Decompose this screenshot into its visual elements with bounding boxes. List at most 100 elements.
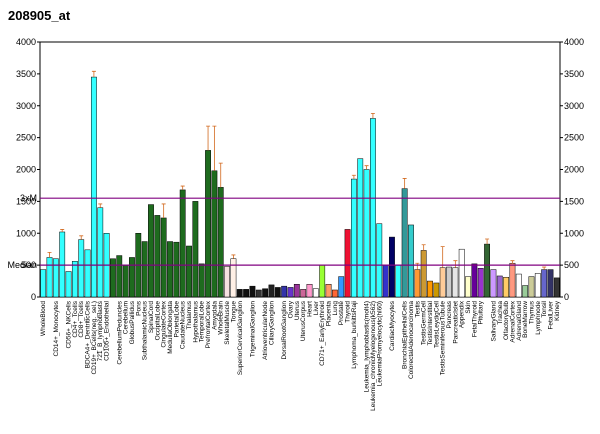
x-tick-label: CD105+_Endothelial: [104, 300, 111, 360]
error-bar: [161, 203, 166, 218]
error-bar: [351, 174, 356, 180]
x-tick-label: Appendix: [459, 300, 466, 328]
bar: [255, 289, 262, 298]
bar: [141, 241, 148, 298]
x-tick-label: AtrioventricularNode: [262, 301, 269, 360]
x-tick-label: WholeBrain: [218, 301, 225, 335]
bar: [389, 236, 395, 298]
bar: [97, 207, 104, 298]
x-tick-label: TestisLeydigCell: [433, 300, 440, 348]
error-bar: [485, 238, 490, 245]
bar: [154, 215, 161, 298]
x-tick-label: PrefrontalCortex: [205, 300, 212, 348]
bar: [325, 284, 332, 298]
error-bar: [402, 178, 407, 189]
bar: [357, 158, 364, 298]
error-bar: [510, 260, 515, 264]
bar: [217, 187, 224, 298]
bar: [90, 76, 97, 298]
x-tick-label: SpinalCord: [148, 301, 155, 334]
bar: [84, 249, 91, 298]
bar: [110, 258, 116, 298]
bar: [148, 204, 154, 298]
x-tick-label: AdrenalGland: [516, 301, 523, 341]
x-tick-label: BDCA4+_DentriticCells: [85, 300, 92, 368]
chart-title: 208905_at: [8, 8, 71, 23]
y2-tick-label: 1000: [564, 228, 584, 238]
x-tick-label: GlobusPallidus: [129, 300, 136, 344]
x-tick-label: SalivaryGland: [490, 301, 497, 342]
x-tick-label: Pituitary: [478, 300, 485, 324]
bar: [249, 285, 256, 298]
x-tick-label: ColorectalAdenocarcinoma: [408, 301, 415, 379]
x-tick-label: CardiacMyocytes: [389, 300, 396, 351]
y-tick-label: 1500: [16, 196, 36, 206]
x-tick-label: TestisGermCell: [421, 300, 428, 345]
x-tick-label: Thyroid: [345, 301, 352, 323]
bar: [179, 189, 186, 298]
bar: [338, 276, 345, 298]
x-tick-label: Testis: [414, 300, 421, 317]
x-tick-label: Cerebellum: [123, 301, 130, 334]
y-tick-label: 1000: [16, 228, 36, 238]
bar: [224, 266, 230, 298]
y2-tick-label: 3000: [564, 101, 584, 111]
bar: [40, 269, 47, 298]
x-tick-label: Placenta: [326, 301, 333, 327]
error-bar: [180, 185, 185, 190]
y2-tick-label: 3500: [564, 69, 584, 79]
x-tick-label: AdrenalCortex: [509, 300, 516, 342]
y2-tick-label: 1500: [564, 196, 584, 206]
bar: [312, 288, 319, 298]
bar: [515, 273, 522, 298]
x-tick-label: Lymphnode: [535, 301, 542, 335]
x-tick-label: SubthalamicNucleus: [142, 300, 149, 360]
bar: [236, 289, 243, 298]
bar: [167, 241, 173, 298]
bar: [503, 276, 510, 298]
y-tick-label: 500: [21, 260, 36, 270]
bar: [370, 118, 376, 298]
bar: [439, 267, 446, 298]
error-bar: [60, 229, 65, 232]
bar: [198, 263, 205, 298]
bar: [541, 269, 548, 298]
error-bar: [421, 244, 426, 251]
x-tick-label: BoneMarrow: [522, 301, 529, 338]
x-tick-label: CiliaryGanglion: [268, 301, 275, 345]
bar: [211, 170, 218, 298]
bar: [78, 239, 85, 298]
bar: [274, 287, 281, 298]
bar: [458, 248, 465, 298]
x-tick-label: DorsalRootGanglion: [281, 301, 288, 360]
bar: [230, 258, 237, 298]
x-tick-label: CD71+_EarlyErythroid: [319, 301, 326, 366]
bar: [522, 285, 529, 298]
x-tick-label: Thalamus: [186, 300, 193, 329]
error-bar: [542, 266, 547, 270]
x-tick-label: FetalLiver: [547, 300, 554, 329]
error-bar: [231, 254, 236, 259]
bar: [490, 269, 497, 298]
bar: [46, 257, 53, 298]
bar: [65, 271, 72, 298]
y-tick-label: 0: [31, 292, 36, 302]
error-bar: [415, 262, 420, 270]
bar: [262, 288, 269, 298]
x-tick-label: 721_B_lymphoblasts: [97, 300, 104, 361]
x-tick-label: Trachea: [497, 301, 504, 325]
x-tick-label: Amygdala: [211, 301, 218, 330]
bar: [433, 282, 440, 298]
reference-label: 3xM: [20, 193, 37, 203]
bar: [243, 289, 250, 298]
x-tick-label: Lung: [332, 301, 339, 316]
y2-tick-label: 2000: [564, 165, 584, 175]
x-tick-label: Kidney: [554, 300, 561, 321]
x-tick-label: CD14+_Monocytes: [53, 300, 60, 356]
bar: [401, 188, 408, 298]
y-tick-label: 2000: [16, 165, 36, 175]
x-tick-label: Tonsil: [541, 300, 548, 317]
x-tick-label: Lymphoma_burkittsRaji: [351, 301, 358, 369]
error-bar: [47, 251, 52, 258]
y-tick-label: 2500: [16, 133, 36, 143]
